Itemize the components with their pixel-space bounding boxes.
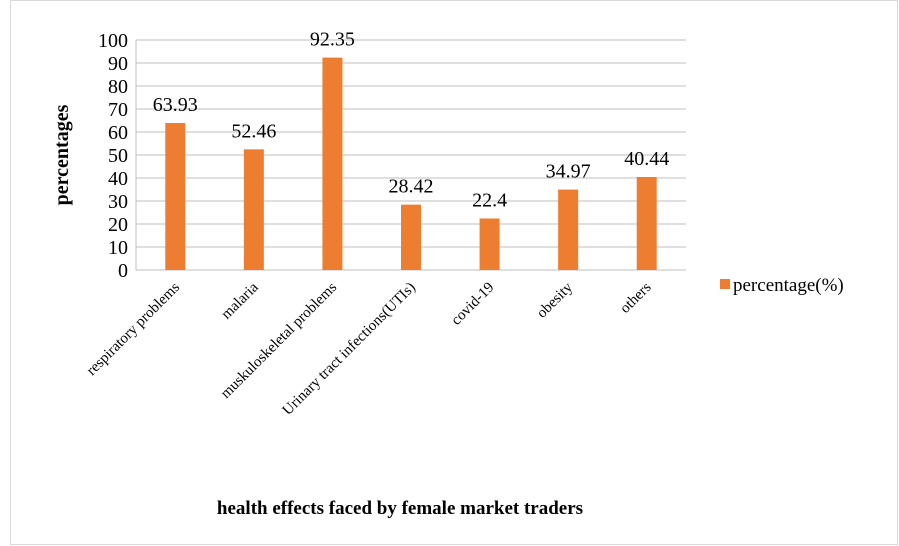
- y-tick-label: 30: [108, 191, 128, 213]
- x-tick-label: others: [617, 279, 654, 316]
- x-tick-label: obesity: [534, 279, 576, 321]
- data-label: 63.93: [153, 94, 198, 116]
- y-axis-label: percentages: [51, 104, 73, 205]
- y-tick-label: 80: [108, 76, 128, 98]
- x-tick-label: respiratory problems: [84, 279, 183, 378]
- y-tick-label: 50: [108, 145, 128, 167]
- data-label: 28.42: [389, 176, 434, 198]
- y-tick-label: 20: [108, 214, 128, 236]
- bar: [322, 57, 343, 270]
- x-tick-label: malaria: [219, 279, 262, 322]
- chart-title: health effects faced by female market tr…: [217, 498, 583, 519]
- y-tick-label: 70: [108, 99, 128, 121]
- data-label: 22.4: [472, 189, 507, 211]
- legend-label: percentage(%): [733, 275, 844, 296]
- chart-frame: [10, 0, 898, 545]
- data-label: 34.97: [546, 161, 591, 183]
- y-tick-label: 90: [108, 53, 128, 75]
- legend-swatch: [720, 279, 730, 289]
- y-tick-label: 0: [118, 260, 128, 282]
- bar: [558, 189, 579, 270]
- y-tick-label: 10: [108, 237, 128, 259]
- data-label: 40.44: [624, 148, 669, 170]
- y-tick-label: 60: [108, 122, 128, 144]
- bar: [243, 149, 264, 270]
- y-tick-label: 40: [108, 168, 128, 190]
- data-label: 52.46: [231, 120, 276, 142]
- x-tick-label: Urinary tract infections(UTIs): [280, 280, 419, 419]
- bar: [165, 122, 186, 270]
- y-tick-label: 100: [98, 30, 128, 52]
- bar: [636, 176, 657, 270]
- bar: [479, 218, 500, 270]
- data-label: 92.35: [310, 29, 355, 51]
- x-tick-label: covid-19: [448, 280, 497, 329]
- bar: [401, 204, 421, 270]
